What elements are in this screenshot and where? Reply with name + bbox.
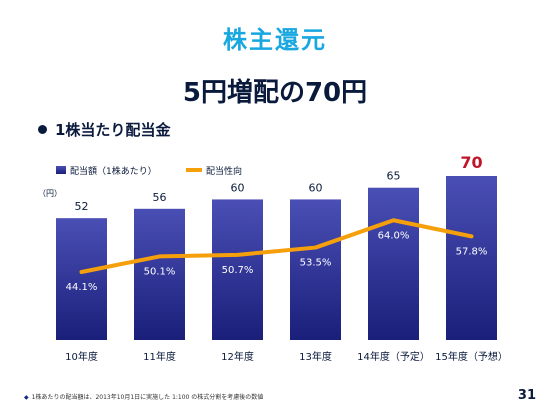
- category-label: 15年度（予想）: [435, 350, 508, 363]
- legend-bar-label: 配当額（1株あたり）: [70, 165, 157, 177]
- legend-bar-swatch: [56, 166, 66, 174]
- page-number: 31: [517, 388, 536, 403]
- category-label: 13年度: [299, 350, 332, 363]
- category-label: 11年度: [143, 350, 176, 363]
- dividend-bar: [134, 208, 185, 340]
- dividend-value-label: 60: [231, 181, 245, 194]
- section-heading: 1株当たり配当金: [38, 119, 170, 140]
- dividend-value-label: 52: [75, 200, 89, 213]
- payout-ratio-label: 50.7%: [222, 265, 254, 276]
- dividend-bar: [290, 199, 341, 340]
- payout-ratio-label: 44.1%: [66, 282, 98, 293]
- category-label: 12年度: [221, 350, 254, 363]
- dividend-value-label: 70: [460, 153, 482, 172]
- unit-label: （円）: [38, 189, 62, 198]
- payout-ratio-label: 64.0%: [378, 230, 410, 241]
- legend-line-swatch: [186, 168, 202, 172]
- category-label: 14年度（予定）: [357, 350, 430, 363]
- slide-headline: 5円増配の70円: [182, 78, 368, 108]
- dividend-bar: [368, 187, 419, 340]
- dividend-value-label: 56: [153, 191, 167, 204]
- dividend-value-label: 65: [387, 170, 401, 183]
- dividend-value-label: 60: [309, 181, 323, 194]
- payout-ratio-label: 50.1%: [144, 266, 176, 277]
- dividend-bar: [212, 199, 263, 340]
- payout-ratio-label: 53.5%: [300, 258, 332, 269]
- payout-ratio-label: 57.8%: [456, 246, 488, 257]
- footnote-text: 1株あたりの配当額は、2013年10月1日に実施した 1:100 の株式分割を考…: [31, 394, 264, 401]
- dividend-bar: [56, 218, 107, 340]
- slide-title: 株主還元: [223, 26, 327, 54]
- category-label: 10年度: [65, 350, 98, 363]
- legend-line-label: 配当性向: [206, 165, 242, 177]
- diamond-icon: ◆: [24, 394, 29, 401]
- bullet-icon: [38, 125, 47, 134]
- section-heading-text: 1株当たり配当金: [55, 121, 171, 139]
- payout-ratio-line: [79, 218, 474, 274]
- dividend-bar: [446, 176, 497, 340]
- footnote: ◆ 1株あたりの配当額は、2013年10月1日に実施した 1:100 の株式分割を…: [24, 392, 263, 401]
